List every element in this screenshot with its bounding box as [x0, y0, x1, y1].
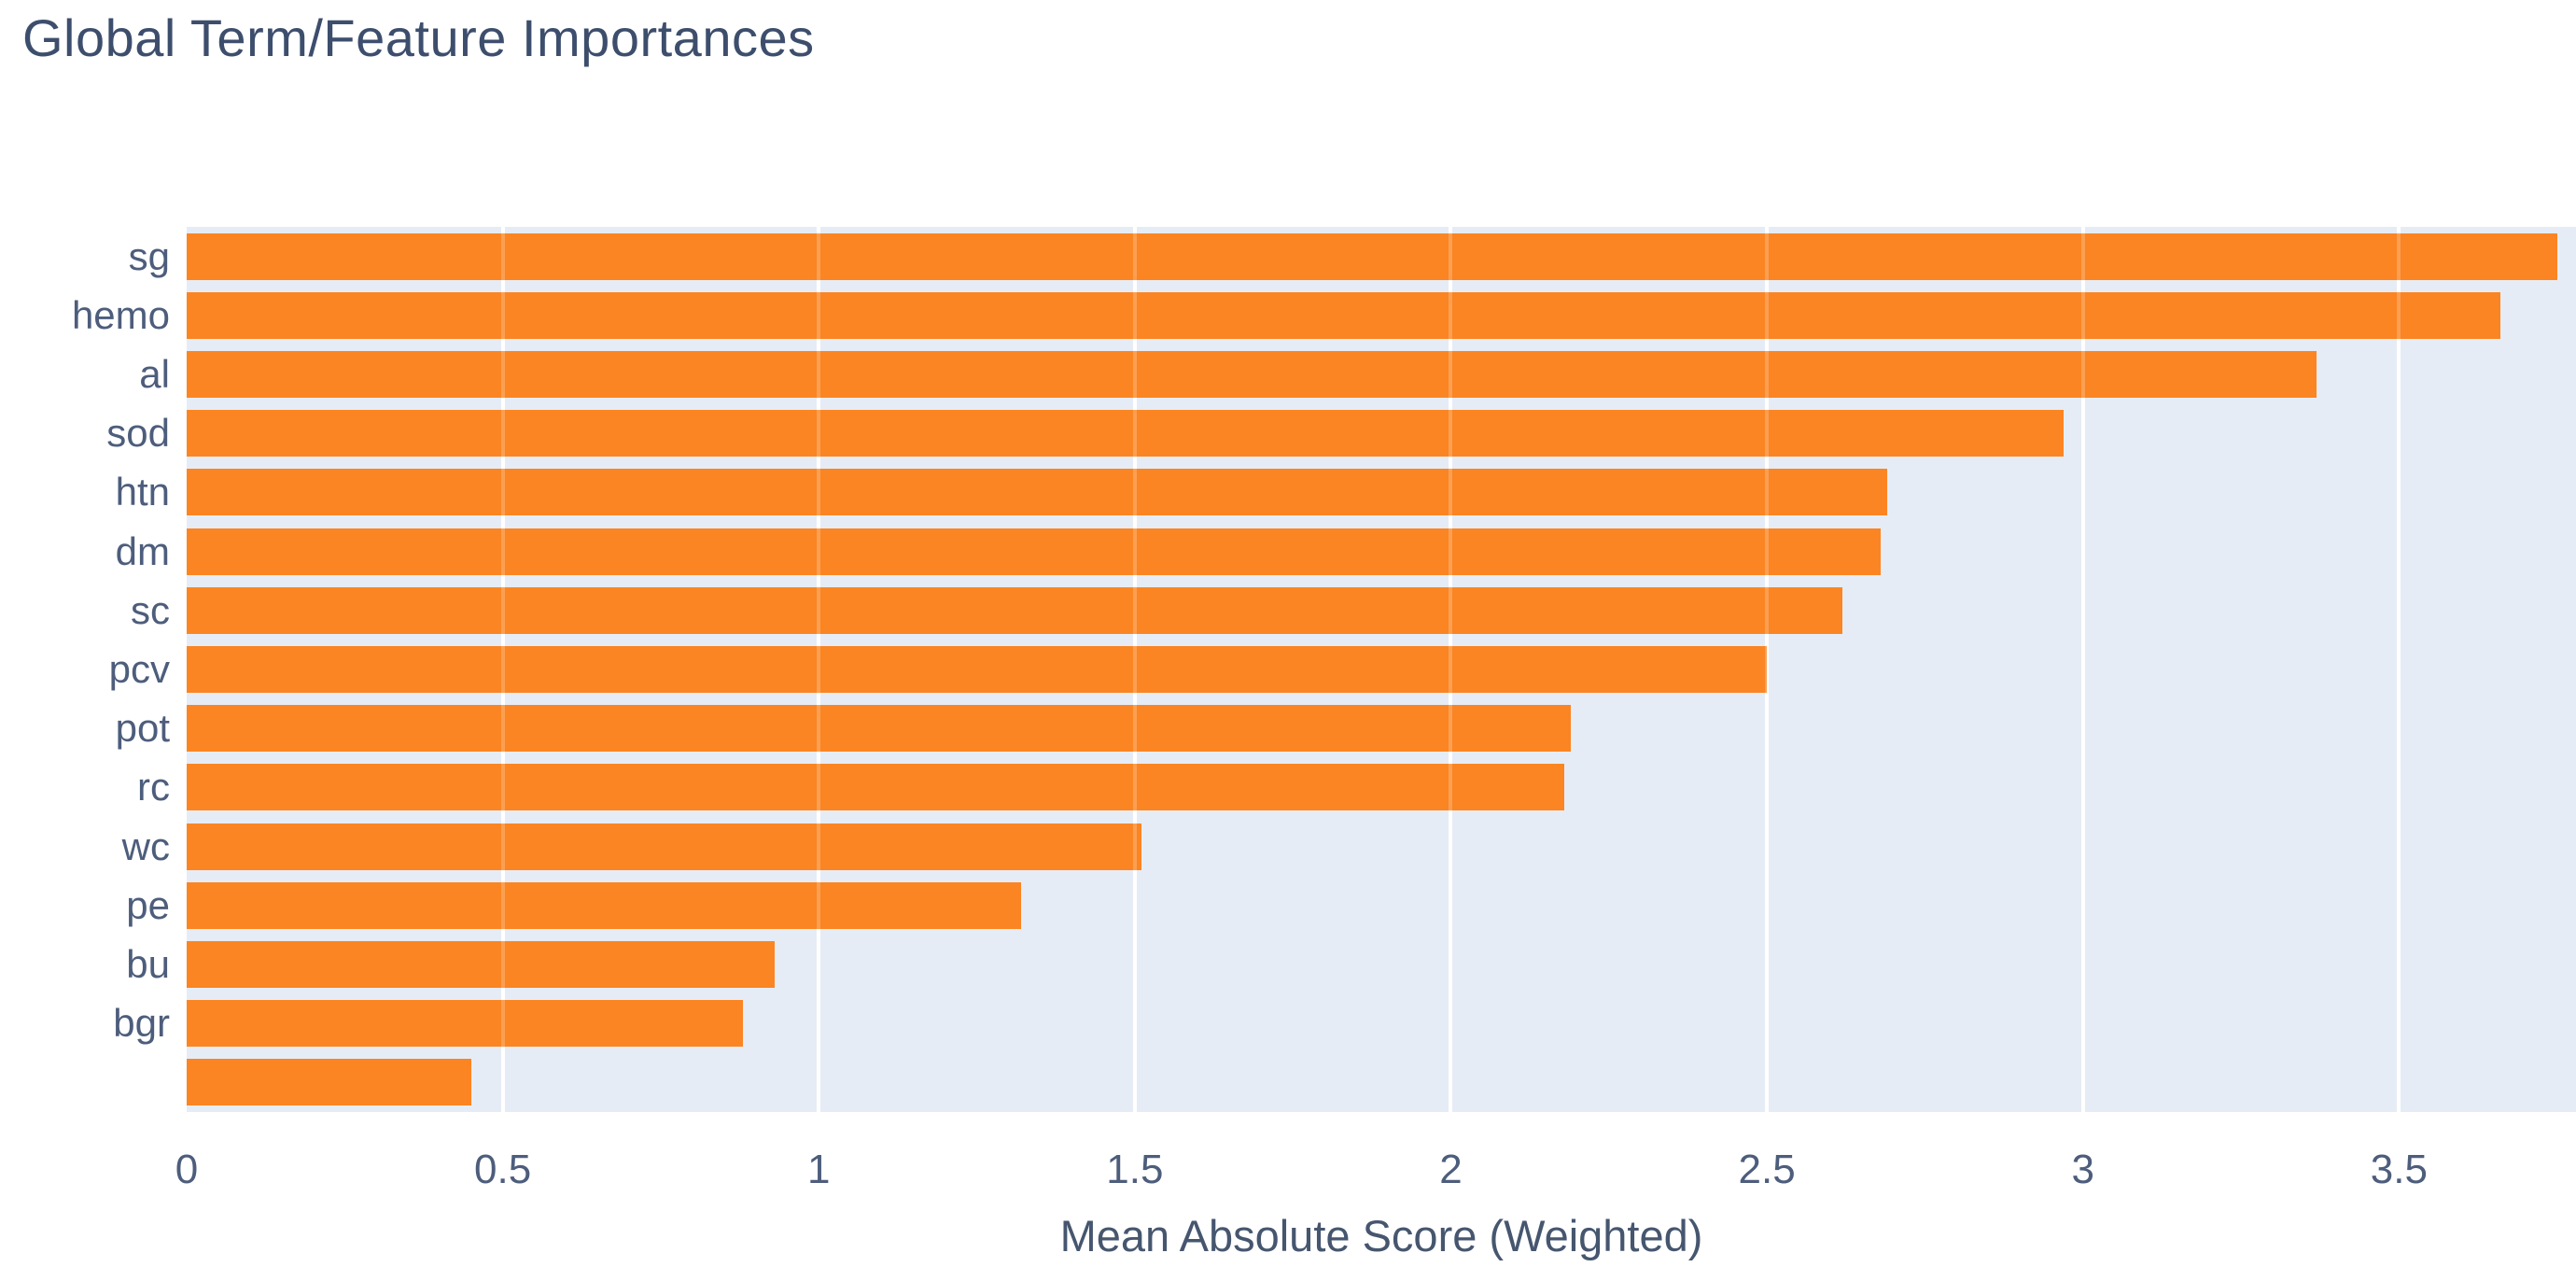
gridline-overlay-x-3: [2080, 227, 2085, 1112]
plot-area: [187, 227, 2576, 1112]
bar-al[interactable]: [187, 351, 2317, 398]
y-axis-label-bgr: bgr: [113, 1001, 170, 1046]
bar-sod[interactable]: [187, 410, 2065, 458]
y-axis-label-pot: pot: [115, 706, 170, 751]
y-axis-label-dm: dm: [115, 528, 170, 573]
y-axis-label-htn: htn: [115, 470, 170, 514]
y-axis-label-pcv: pcv: [108, 647, 170, 691]
bar-unlabeled-15[interactable]: [187, 1059, 471, 1106]
bar-sg[interactable]: [187, 232, 2557, 280]
x-tick-label-0: 0: [175, 1147, 199, 1192]
y-axis-label-al: al: [139, 352, 170, 396]
x-tick-label-2: 2: [1439, 1147, 1463, 1192]
gridline-x-2.5: [1765, 227, 1770, 1112]
gridline-overlay-x-2.5: [1765, 227, 1770, 1112]
gridline-overlay-x-1.5: [1132, 227, 1137, 1112]
y-axis-label-bu: bu: [126, 942, 170, 986]
y-axis-label-rc: rc: [137, 765, 170, 809]
bar-hemo[interactable]: [187, 291, 2500, 339]
gridline-overlay-x-0.5: [500, 227, 505, 1112]
x-tick-label-1: 1: [806, 1147, 831, 1192]
bar-pcv[interactable]: [187, 646, 1768, 693]
x-tick-label-1.5: 1.5: [1106, 1147, 1164, 1192]
x-tick-label-3: 3: [2071, 1147, 2094, 1192]
gridline-overlay-x-3.5: [2397, 227, 2401, 1112]
bar-bu[interactable]: [187, 941, 775, 988]
x-tick-label-3.5: 3.5: [2370, 1147, 2428, 1192]
gridline-x-3: [2080, 227, 2085, 1112]
bar-bgr[interactable]: [187, 1000, 743, 1048]
x-axis-title: Mean Absolute Score (Weighted): [1059, 1211, 1703, 1260]
gridline-overlay-x-1: [817, 227, 821, 1112]
gridline-x-3.5: [2397, 227, 2401, 1112]
y-axis-labels: sg hemo al sod htn dm sc pcv pot rc wc pe bu bgr: [0, 227, 177, 1112]
y-axis-label-hemo: hemo: [71, 292, 170, 337]
bar-pe[interactable]: [187, 881, 1021, 929]
bar-wc[interactable]: [187, 823, 1141, 870]
y-axis-label-sg: sg: [128, 233, 170, 278]
x-tick-label-2.5: 2.5: [1738, 1147, 1796, 1192]
y-axis-label-wc: wc: [121, 824, 170, 868]
bar-htn[interactable]: [187, 469, 1887, 516]
y-axis-label-sod: sod: [106, 411, 170, 456]
x-tick-label-0.5: 0.5: [474, 1147, 532, 1192]
y-axis-label-pe: pe: [126, 882, 170, 927]
y-axis-label-sc: sc: [131, 587, 170, 632]
bar-dm[interactable]: [187, 528, 1882, 575]
x-axis-ticks: 0 0.5 1 1.5 2 2.5 3 3.5: [175, 1147, 2576, 1203]
bar-rc[interactable]: [187, 764, 1565, 811]
chart-title: Global Term/Feature Importances: [22, 8, 815, 67]
bar-sc[interactable]: [187, 586, 1843, 634]
gridline-overlay-x-2: [1449, 227, 1453, 1112]
bar-pot[interactable]: [187, 705, 1572, 753]
